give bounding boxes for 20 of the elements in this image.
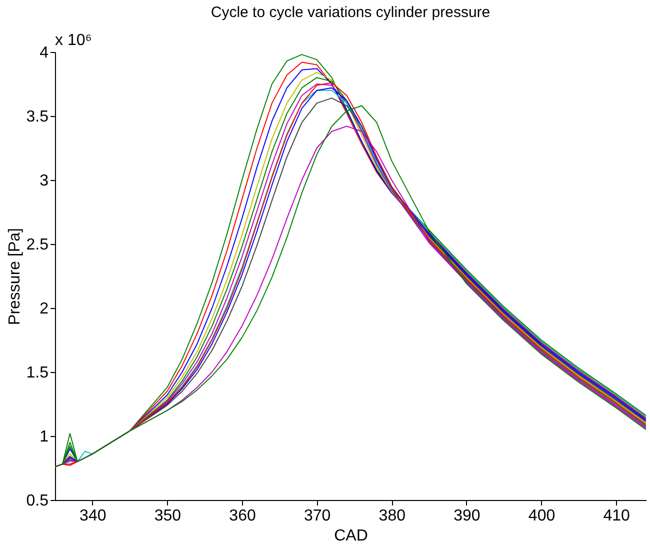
chart-title: Cycle to cycle variations cylinder pressure bbox=[210, 4, 490, 21]
x-tick-label: 350 bbox=[154, 508, 182, 524]
x-tick-label: 390 bbox=[454, 508, 480, 524]
x-tick-label: 340 bbox=[80, 508, 106, 524]
x-tick-label: 400 bbox=[528, 508, 556, 524]
y-tick-label: 3 bbox=[40, 172, 49, 190]
y-axis-title: Pressure [Pa] bbox=[6, 228, 24, 325]
y-tick-label: 0.5 bbox=[26, 492, 49, 510]
y-tick-label: 1.5 bbox=[26, 364, 49, 382]
x-tick-label: 380 bbox=[378, 508, 406, 524]
y-tick-label: 1 bbox=[40, 428, 49, 446]
y-tick-label: 3.5 bbox=[26, 108, 49, 126]
x-tick-label: 370 bbox=[304, 508, 331, 524]
y-tick-label: 2.5 bbox=[26, 236, 49, 254]
y-tick-label: 4 bbox=[40, 44, 49, 62]
x-tick-label: 360 bbox=[229, 508, 256, 524]
x-axis-title: CAD bbox=[334, 528, 368, 544]
text: x 10⁶ bbox=[55, 32, 92, 49]
y-tick-label: 2 bbox=[40, 300, 49, 318]
x-tick-label: 410 bbox=[603, 508, 630, 524]
